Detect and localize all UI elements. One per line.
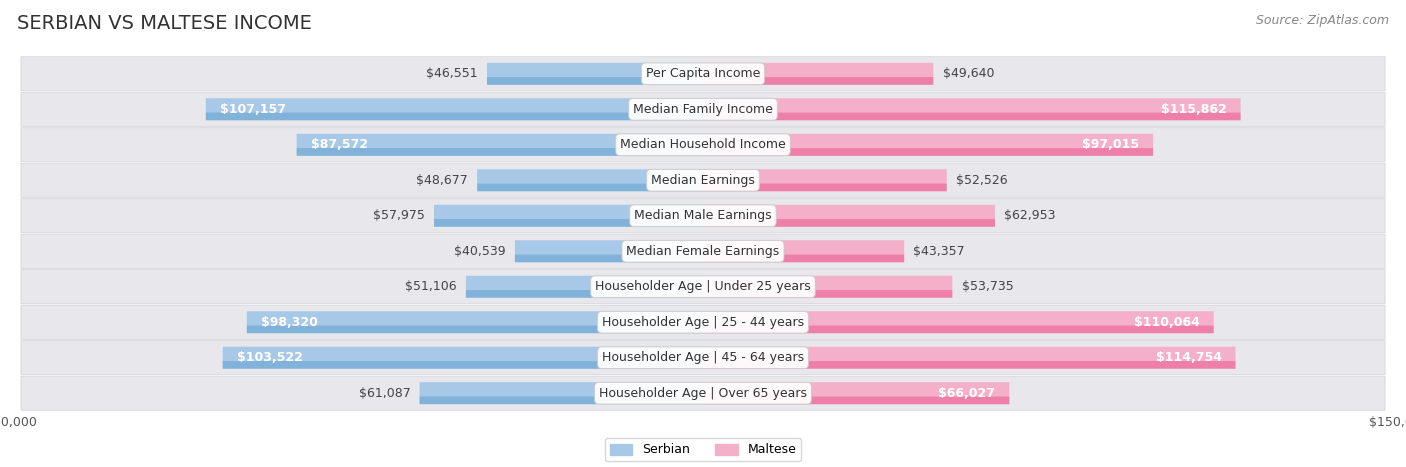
FancyBboxPatch shape [703, 77, 934, 85]
FancyBboxPatch shape [21, 270, 1385, 304]
Text: $61,087: $61,087 [359, 387, 411, 400]
FancyBboxPatch shape [703, 169, 946, 191]
FancyBboxPatch shape [703, 219, 995, 227]
FancyBboxPatch shape [703, 255, 904, 262]
Text: $98,320: $98,320 [260, 316, 318, 329]
FancyBboxPatch shape [21, 199, 1385, 233]
FancyBboxPatch shape [703, 325, 1213, 333]
Text: Median Household Income: Median Household Income [620, 138, 786, 151]
Text: Householder Age | Under 25 years: Householder Age | Under 25 years [595, 280, 811, 293]
FancyBboxPatch shape [465, 290, 703, 298]
Text: $57,975: $57,975 [373, 209, 425, 222]
FancyBboxPatch shape [21, 376, 1385, 410]
Text: $107,157: $107,157 [219, 103, 285, 116]
FancyBboxPatch shape [515, 255, 703, 262]
Text: $48,677: $48,677 [416, 174, 468, 187]
Legend: Serbian, Maltese: Serbian, Maltese [605, 439, 801, 461]
FancyBboxPatch shape [21, 163, 1385, 197]
Text: Householder Age | 25 - 44 years: Householder Age | 25 - 44 years [602, 316, 804, 329]
FancyBboxPatch shape [465, 276, 703, 298]
Text: $53,735: $53,735 [962, 280, 1014, 293]
FancyBboxPatch shape [434, 205, 703, 227]
Text: Median Female Earnings: Median Female Earnings [627, 245, 779, 258]
Text: $114,754: $114,754 [1156, 351, 1222, 364]
FancyBboxPatch shape [419, 382, 703, 404]
Text: $87,572: $87,572 [311, 138, 368, 151]
Text: $43,357: $43,357 [914, 245, 965, 258]
FancyBboxPatch shape [703, 148, 1153, 156]
FancyBboxPatch shape [21, 305, 1385, 339]
FancyBboxPatch shape [703, 205, 995, 227]
FancyBboxPatch shape [703, 184, 946, 191]
FancyBboxPatch shape [703, 276, 952, 298]
FancyBboxPatch shape [419, 396, 703, 404]
FancyBboxPatch shape [477, 169, 703, 191]
FancyBboxPatch shape [434, 219, 703, 227]
Text: $52,526: $52,526 [956, 174, 1008, 187]
Text: Householder Age | 45 - 64 years: Householder Age | 45 - 64 years [602, 351, 804, 364]
FancyBboxPatch shape [297, 134, 703, 156]
Text: $66,027: $66,027 [938, 387, 995, 400]
Text: $97,015: $97,015 [1083, 138, 1139, 151]
Text: $46,551: $46,551 [426, 67, 478, 80]
FancyBboxPatch shape [247, 311, 703, 333]
Text: Median Male Earnings: Median Male Earnings [634, 209, 772, 222]
FancyBboxPatch shape [703, 98, 1240, 120]
FancyBboxPatch shape [703, 311, 1213, 333]
Text: Householder Age | Over 65 years: Householder Age | Over 65 years [599, 387, 807, 400]
FancyBboxPatch shape [703, 290, 952, 298]
FancyBboxPatch shape [222, 347, 703, 369]
FancyBboxPatch shape [703, 382, 1010, 404]
Text: $115,862: $115,862 [1161, 103, 1226, 116]
Text: Median Earnings: Median Earnings [651, 174, 755, 187]
FancyBboxPatch shape [515, 240, 703, 262]
Text: Source: ZipAtlas.com: Source: ZipAtlas.com [1256, 14, 1389, 27]
Text: $51,106: $51,106 [405, 280, 457, 293]
Text: $103,522: $103,522 [236, 351, 302, 364]
Text: $40,539: $40,539 [454, 245, 506, 258]
FancyBboxPatch shape [247, 325, 703, 333]
FancyBboxPatch shape [21, 234, 1385, 268]
FancyBboxPatch shape [21, 57, 1385, 91]
Text: $110,064: $110,064 [1133, 316, 1199, 329]
FancyBboxPatch shape [477, 184, 703, 191]
FancyBboxPatch shape [703, 240, 904, 262]
FancyBboxPatch shape [703, 347, 1236, 369]
FancyBboxPatch shape [21, 92, 1385, 126]
FancyBboxPatch shape [703, 134, 1153, 156]
FancyBboxPatch shape [486, 63, 703, 85]
FancyBboxPatch shape [703, 113, 1240, 120]
Text: SERBIAN VS MALTESE INCOME: SERBIAN VS MALTESE INCOME [17, 14, 312, 33]
FancyBboxPatch shape [703, 396, 1010, 404]
FancyBboxPatch shape [205, 98, 703, 120]
FancyBboxPatch shape [205, 113, 703, 120]
Text: Median Family Income: Median Family Income [633, 103, 773, 116]
FancyBboxPatch shape [703, 361, 1236, 369]
Text: $62,953: $62,953 [1004, 209, 1056, 222]
FancyBboxPatch shape [297, 148, 703, 156]
FancyBboxPatch shape [486, 77, 703, 85]
Text: Per Capita Income: Per Capita Income [645, 67, 761, 80]
FancyBboxPatch shape [21, 128, 1385, 162]
FancyBboxPatch shape [21, 341, 1385, 375]
Text: $49,640: $49,640 [942, 67, 994, 80]
FancyBboxPatch shape [222, 361, 703, 369]
FancyBboxPatch shape [703, 63, 934, 85]
